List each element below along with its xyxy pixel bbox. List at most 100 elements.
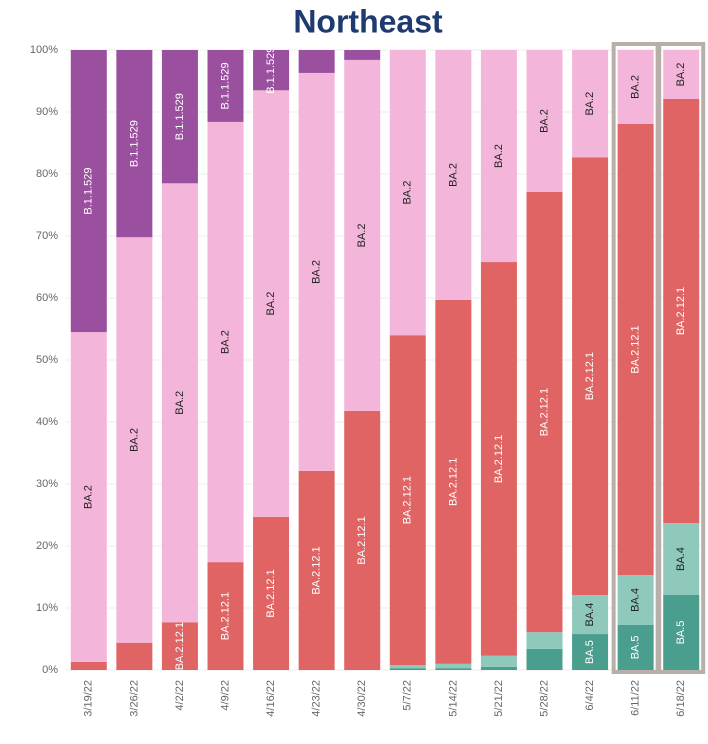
segment-label: BA.2.12.1 bbox=[538, 388, 550, 436]
x-tick-label: 4/16/22 bbox=[265, 680, 277, 717]
bar-segment bbox=[298, 470, 335, 670]
y-tick-label: 0% bbox=[42, 664, 58, 676]
x-tick-label: 5/28/22 bbox=[538, 680, 550, 717]
segment-label: BA.4 bbox=[675, 547, 687, 571]
x-tick-label: 4/23/22 bbox=[311, 680, 323, 717]
x-tick-label: 4/9/22 bbox=[219, 680, 231, 711]
highlight-frame bbox=[657, 42, 706, 674]
bar-segment bbox=[70, 50, 107, 333]
bar-segment bbox=[70, 661, 107, 670]
y-tick-label: 80% bbox=[36, 168, 58, 180]
bar-segment bbox=[617, 50, 654, 124]
bar-segment bbox=[435, 663, 472, 669]
bar-segment bbox=[253, 90, 290, 517]
segment-label: B.1.1.529 bbox=[219, 62, 231, 109]
bar-segment bbox=[572, 634, 609, 670]
segment-label: BA.2.12.1 bbox=[630, 325, 642, 373]
bar-segment bbox=[572, 157, 609, 595]
segment-label: BA.2.12.1 bbox=[584, 352, 596, 400]
segment-label: B.1.1.529 bbox=[265, 47, 277, 94]
bar-segment bbox=[526, 50, 563, 192]
segment-label: BA.5 bbox=[675, 621, 687, 645]
bar-segment bbox=[663, 523, 700, 595]
bar-segment bbox=[526, 632, 563, 649]
bar-segment bbox=[526, 648, 563, 670]
bar-segment bbox=[161, 622, 198, 670]
bar-segment bbox=[70, 332, 107, 662]
segment-label: B.1.1.529 bbox=[174, 93, 186, 140]
x-tick-label: 5/7/22 bbox=[402, 680, 414, 711]
bar-segment bbox=[480, 655, 517, 667]
bar-segment bbox=[161, 50, 198, 184]
bar-segment bbox=[253, 50, 290, 91]
x-tick-label: 5/21/22 bbox=[493, 680, 505, 717]
bar-segment bbox=[389, 335, 426, 666]
bar-segment bbox=[253, 516, 290, 670]
bar-segment bbox=[435, 50, 472, 300]
bar-segment bbox=[572, 50, 609, 158]
segment-label: BA.5 bbox=[584, 640, 596, 664]
segment-label: B.1.1.529 bbox=[83, 168, 95, 215]
segment-label: BA.2.12.1 bbox=[402, 476, 414, 524]
segment-label: BA.2 bbox=[493, 144, 505, 168]
y-tick-label: 50% bbox=[36, 354, 58, 366]
bar-segment bbox=[663, 594, 700, 670]
bar-segment bbox=[435, 299, 472, 664]
bar-segment bbox=[572, 594, 609, 635]
bar-segment bbox=[435, 668, 472, 670]
bar-segment bbox=[116, 50, 153, 238]
bar-segment bbox=[344, 410, 381, 670]
segment-label: BA.2.12.1 bbox=[219, 592, 231, 640]
segment-label: BA.2 bbox=[219, 330, 231, 354]
bar-segment bbox=[298, 50, 335, 73]
segment-label: BA.2 bbox=[584, 92, 596, 116]
bar-segment bbox=[663, 98, 700, 524]
segment-label: BA.5 bbox=[630, 635, 642, 659]
y-tick-label: 100% bbox=[30, 44, 58, 56]
segment-label: BA.2 bbox=[128, 428, 140, 452]
segment-label: BA.2 bbox=[174, 391, 186, 415]
segment-label: BA.2.12.1 bbox=[265, 569, 277, 617]
x-tick-label: 6/4/22 bbox=[584, 680, 596, 711]
y-tick-label: 10% bbox=[36, 602, 58, 614]
segment-label: BA.4 bbox=[584, 603, 596, 627]
segment-label: BA.2 bbox=[265, 292, 277, 316]
bar-segment bbox=[617, 123, 654, 576]
x-tick-label: 4/30/22 bbox=[356, 680, 368, 717]
segment-label: BA.2 bbox=[356, 223, 368, 247]
bar-segment bbox=[480, 666, 517, 670]
bar-segment bbox=[480, 262, 517, 656]
y-tick-label: 60% bbox=[36, 292, 58, 304]
segment-label: BA.2 bbox=[675, 63, 687, 87]
x-tick-label: 3/26/22 bbox=[128, 680, 140, 717]
segment-label: BA.2 bbox=[83, 485, 95, 509]
x-tick-label: 3/19/22 bbox=[83, 680, 95, 717]
y-tick-label: 90% bbox=[36, 106, 58, 118]
segment-label: BA.2.12.1 bbox=[356, 516, 368, 564]
segment-label: BA.2.12.1 bbox=[447, 458, 459, 506]
segment-label: BA.2.12.1 bbox=[174, 622, 186, 670]
bar-segment bbox=[207, 121, 244, 563]
segment-label: BA.2 bbox=[538, 109, 550, 133]
x-tick-label: 6/11/22 bbox=[630, 680, 642, 716]
bar-segment bbox=[526, 191, 563, 633]
bar-segment bbox=[298, 72, 335, 471]
x-tick-label: 4/2/22 bbox=[174, 680, 186, 711]
bar-segment bbox=[663, 50, 700, 99]
y-tick-label: 30% bbox=[36, 478, 58, 490]
x-tick-label: 5/14/22 bbox=[447, 680, 459, 717]
segment-label: BA.2 bbox=[447, 163, 459, 187]
bar-segment bbox=[480, 50, 517, 263]
bar-segment bbox=[161, 183, 198, 623]
segment-label: BA.2 bbox=[311, 260, 323, 284]
bar-segment bbox=[116, 237, 153, 643]
bar-segment bbox=[116, 642, 153, 670]
bar-segment bbox=[389, 668, 426, 670]
y-tick-label: 70% bbox=[36, 230, 58, 242]
segment-label: BA.2.12.1 bbox=[675, 287, 687, 335]
y-tick-label: 20% bbox=[36, 540, 58, 552]
bar-segment bbox=[344, 59, 381, 411]
bar-segment bbox=[617, 624, 654, 670]
segment-label: BA.2 bbox=[630, 75, 642, 99]
